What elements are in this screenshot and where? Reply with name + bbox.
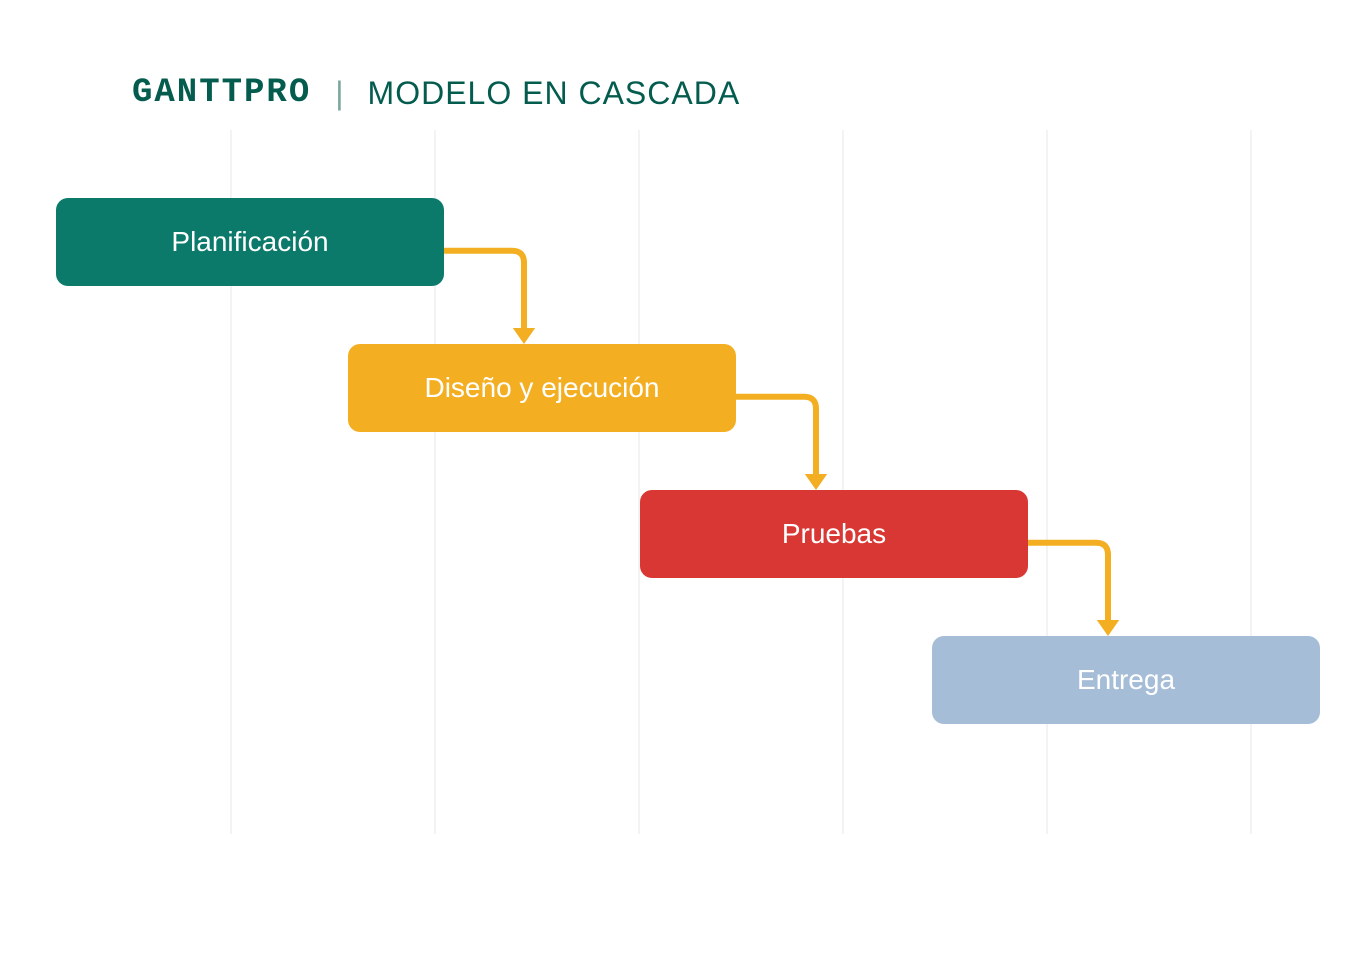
waterfall-chart: Planificación Diseño y ejecución Pruebas En… [0, 130, 1368, 834]
stage-box: Pruebas [640, 490, 1028, 578]
logo-text: GANTTPRO [132, 76, 311, 110]
stage-label: Planificación [171, 226, 328, 258]
stage-label: Entrega [1077, 664, 1175, 696]
stage-box: Diseño y ejecución [348, 344, 736, 432]
header: GANTTPRO | MODELO EN CASCADA [0, 0, 1368, 110]
stage-box: Planificación [56, 198, 444, 286]
header-separator: | [335, 77, 343, 109]
page-title: MODELO EN CASCADA [368, 77, 741, 109]
stage-label: Pruebas [782, 518, 886, 550]
stage-box: Entrega [932, 636, 1320, 724]
stage-label: Diseño y ejecución [424, 372, 659, 404]
